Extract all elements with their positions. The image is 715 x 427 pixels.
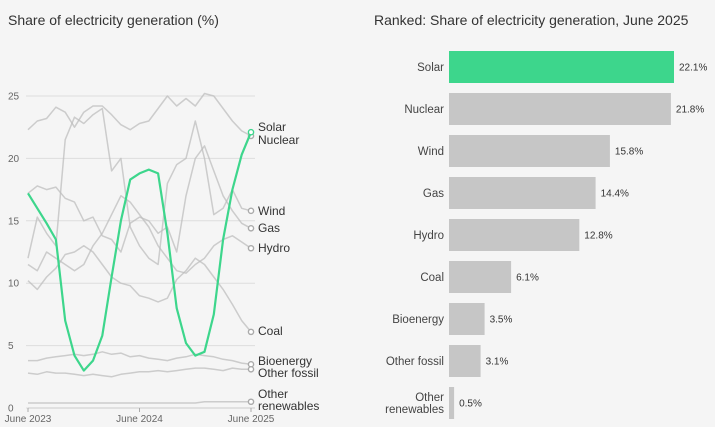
bar-category-label: Other — [415, 392, 444, 404]
bar-gas — [449, 177, 596, 209]
series-line-gas — [27, 145, 252, 253]
series-end-marker-wind — [247, 207, 255, 215]
y-tick-label: 10 — [8, 279, 20, 290]
series-end-marker-other-renewables — [247, 398, 255, 406]
series-end-label: Bioenergy — [258, 354, 312, 368]
y-tick-label: 20 — [8, 154, 20, 165]
series-line-other-fossil — [27, 367, 251, 378]
series-end-marker-solar — [247, 128, 255, 136]
series-end-marker-hydro — [247, 244, 255, 252]
bar-value-label: 3.1% — [486, 357, 509, 368]
bar-value-label: 22.1% — [679, 63, 707, 74]
x-tick-label: June 2025 — [228, 414, 275, 425]
series-line-wind — [27, 107, 252, 266]
bar-chart-title: Ranked: Share of electricity generation,… — [374, 12, 689, 28]
y-tick-label: 5 — [8, 341, 14, 352]
series-end-marker-other-fossil — [247, 366, 255, 373]
bar-category-label: Nuclear — [404, 104, 444, 116]
series-end-label: Other fossil — [258, 366, 319, 380]
series-line-coal — [27, 245, 252, 333]
series-end-label: Gas — [258, 221, 280, 235]
bar-category-label: Hydro — [413, 230, 444, 242]
x-tick-label: June 2023 — [5, 414, 52, 425]
bar-category-label: Solar — [417, 62, 444, 74]
series-line-nuclear — [27, 92, 252, 137]
line-chart-title: Share of electricity generation (%) — [8, 12, 219, 28]
y-tick-label: 0 — [8, 404, 14, 415]
bar-wind — [449, 135, 610, 167]
bar-value-label: 12.8% — [584, 231, 612, 242]
series-line-other-renewables — [28, 401, 251, 404]
bar-bioenergy — [449, 303, 485, 335]
series-end-label: Coal — [258, 324, 283, 338]
bar-value-label: 0.5% — [459, 399, 482, 410]
bar-value-label: 14.4% — [601, 189, 629, 200]
bar-value-label: 6.1% — [516, 273, 539, 284]
series-end-marker-gas — [247, 224, 255, 232]
y-tick-label: 25 — [8, 92, 20, 103]
x-tick-label: June 2024 — [116, 414, 163, 425]
bar-category-label: Wind — [418, 146, 444, 158]
bar-value-label: 3.5% — [490, 315, 513, 326]
bar-other-renewables — [449, 387, 455, 419]
y-tick-label: 15 — [8, 216, 20, 227]
bar-category-label: renewables — [385, 404, 444, 416]
series-line-hydro — [27, 195, 252, 274]
series-end-label: Solar — [258, 120, 286, 134]
bar-value-label: 21.8% — [676, 105, 704, 116]
bar-category-label: Coal — [420, 272, 444, 284]
bar-category-label: Other fossil — [386, 356, 444, 368]
bar-solar — [449, 51, 674, 83]
series-end-label: Other — [258, 387, 288, 401]
series-end-label: renewables — [258, 399, 319, 413]
bar-category-label: Bioenergy — [392, 314, 444, 326]
series-end-label: Wind — [258, 204, 285, 218]
series-end-marker-coal — [247, 328, 255, 336]
series-end-label: Nuclear — [258, 133, 299, 147]
bar-category-label: Gas — [423, 188, 444, 200]
series-end-label: Hydro — [258, 241, 290, 255]
series-line-bioenergy — [28, 351, 252, 366]
bar-hydro — [449, 219, 580, 251]
bar-value-label: 15.8% — [615, 147, 643, 158]
bar-other-fossil — [449, 345, 481, 377]
bar-nuclear — [449, 93, 671, 125]
bar-coal — [449, 261, 512, 293]
series-line-solar — [27, 131, 253, 372]
